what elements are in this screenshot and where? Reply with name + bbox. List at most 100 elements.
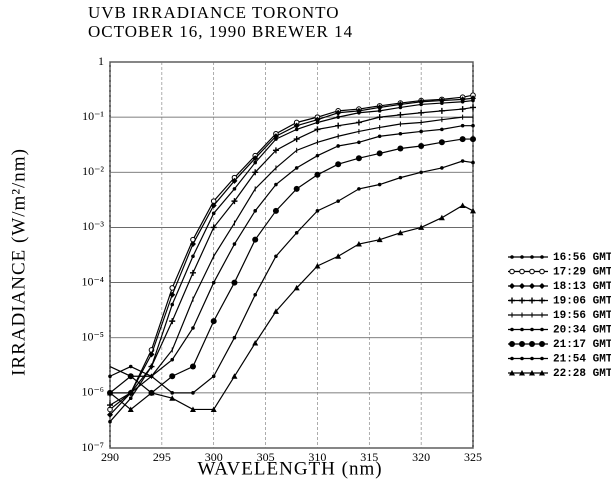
marker: [418, 224, 425, 230]
y-tick-label: 10⁻⁴: [81, 274, 104, 288]
marker: [335, 109, 342, 116]
marker: [471, 123, 475, 128]
marker: [272, 133, 279, 140]
marker: [397, 111, 404, 118]
marker: [530, 327, 534, 332]
marker: [529, 370, 535, 376]
plot-frame: [109, 61, 474, 449]
y-tick-label: 10⁻⁷: [81, 440, 104, 454]
x-tick-label: 300: [205, 450, 223, 464]
marker: [231, 279, 238, 286]
marker: [419, 170, 423, 175]
marker: [519, 297, 525, 304]
marker: [170, 302, 175, 307]
legend-label: 19:56 GMT: [553, 310, 611, 322]
y-axis-label: IRRADIANCE (W/m²/nm): [8, 148, 29, 376]
marker: [539, 370, 545, 376]
marker: [253, 293, 257, 297]
marker: [293, 185, 300, 192]
legend-label: 22:28 GMT: [553, 368, 611, 380]
marker: [232, 335, 237, 340]
marker: [170, 357, 175, 362]
marker: [272, 207, 279, 214]
marker: [540, 327, 544, 332]
legend-label: 16:56 GMT: [553, 252, 611, 264]
marker: [539, 268, 545, 275]
marker: [398, 131, 403, 136]
marker: [336, 115, 340, 119]
marker: [253, 160, 257, 165]
legend-label: 19:06 GMT: [553, 295, 611, 307]
marker: [169, 373, 176, 380]
marker: [377, 134, 382, 139]
marker: [252, 236, 259, 243]
marker: [440, 166, 444, 170]
marker: [189, 241, 196, 248]
marker: [510, 327, 514, 332]
marker: [253, 209, 257, 213]
marker: [127, 406, 134, 412]
marker: [107, 402, 113, 409]
marker: [336, 144, 340, 148]
marker: [335, 122, 342, 129]
marker: [189, 269, 196, 276]
marker: [128, 391, 133, 395]
legend-label: 21:17 GMT: [553, 339, 611, 351]
marker: [519, 283, 525, 289]
marker: [189, 406, 196, 412]
x-tick-label: 320: [412, 450, 430, 464]
marker: [509, 297, 515, 304]
marker: [335, 253, 342, 259]
marker: [336, 199, 340, 203]
marker: [377, 182, 382, 187]
marker: [294, 166, 299, 170]
marker: [509, 283, 515, 289]
x-tick-label: 305: [257, 450, 275, 464]
marker: [191, 391, 195, 395]
marker: [314, 262, 321, 269]
marker: [335, 161, 342, 168]
marker: [231, 177, 238, 184]
marker: [252, 169, 259, 176]
legend-label: 21:54 GMT: [553, 353, 611, 365]
marker: [438, 107, 445, 114]
marker: [529, 268, 535, 275]
marker: [128, 364, 133, 369]
marker: [210, 406, 217, 412]
marker: [470, 95, 476, 102]
marker: [520, 255, 524, 259]
marker: [315, 153, 320, 158]
y-tick-label: 10⁻⁶: [81, 385, 104, 399]
marker: [315, 209, 320, 213]
marker: [519, 341, 525, 347]
marker: [520, 356, 524, 361]
marker: [355, 107, 362, 114]
marker: [529, 283, 535, 289]
marker: [108, 374, 112, 379]
series-line: [109, 204, 474, 411]
marker: [232, 242, 237, 246]
marker: [539, 283, 545, 289]
marker: [519, 268, 525, 275]
marker: [107, 389, 113, 396]
marker: [438, 97, 445, 104]
marker: [397, 145, 404, 152]
legend-label: 17:29 GMT: [553, 266, 611, 278]
marker: [108, 419, 112, 424]
marker: [274, 182, 278, 187]
marker: [510, 255, 514, 259]
marker: [128, 396, 133, 401]
marker: [294, 230, 299, 235]
marker: [127, 373, 134, 380]
legend-label: 18:13 GMT: [553, 281, 611, 293]
marker: [438, 139, 445, 146]
y-tick-label: 10⁻³: [82, 219, 104, 233]
marker: [530, 255, 534, 259]
marker: [355, 119, 362, 126]
marker: [376, 150, 383, 157]
marker: [274, 254, 278, 259]
marker: [459, 202, 466, 208]
marker: [210, 318, 217, 325]
marker: [355, 155, 362, 162]
